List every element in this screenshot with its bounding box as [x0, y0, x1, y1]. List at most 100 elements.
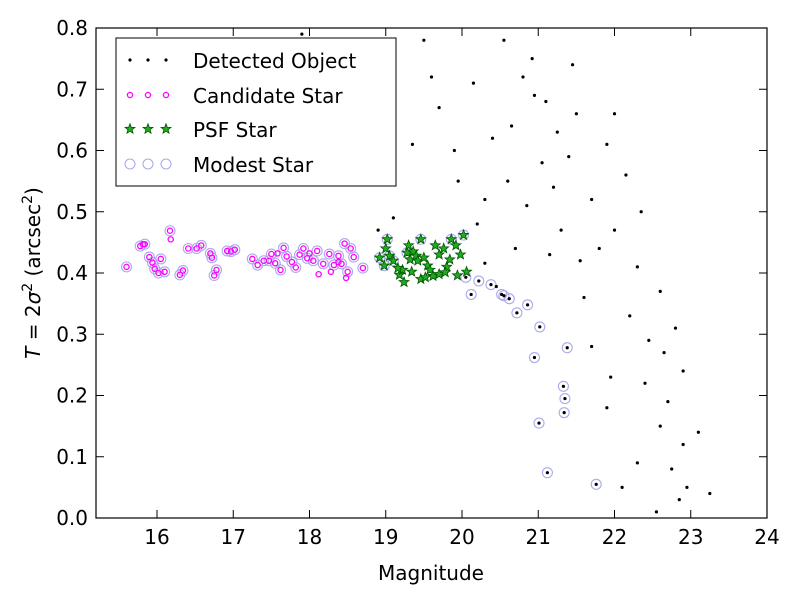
legend-box: [115, 37, 397, 187]
detected-point: [561, 384, 566, 388]
detected-point: [490, 136, 495, 140]
modest-point: [511, 307, 523, 319]
psf-point: [449, 239, 462, 251]
candidate-point: [347, 245, 354, 252]
candidate-point: [249, 255, 256, 263]
modest-point: [485, 279, 497, 291]
psf-point: [398, 275, 411, 288]
detected-point: [477, 279, 481, 283]
x-tick-label: 24: [754, 525, 779, 549]
modest-point: [258, 255, 270, 267]
modest-point: [159, 266, 171, 278]
psf-point: [381, 232, 394, 245]
detected-point: [681, 369, 685, 373]
detected-point: [658, 289, 662, 293]
psf-point: [391, 261, 404, 274]
psf-point: [437, 242, 450, 254]
legend-marker-detected: [128, 58, 132, 62]
candidate-point: [167, 236, 174, 243]
detected-point: [545, 471, 550, 475]
candidate-point: [292, 264, 300, 271]
candidate-point: [123, 263, 130, 271]
candidate-point: [277, 266, 284, 274]
axis-ticks: 16 17 18 19 20 21 22 23 24 0.0 0.1 0.2 0.3 0.4 0.5 0.6 0…: [56, 16, 780, 549]
legend-marker-psf: [141, 122, 155, 135]
x-tick-label: 23: [678, 525, 703, 549]
modest-point: [182, 242, 194, 255]
legend-label-candidate: Candidate Star: [193, 84, 343, 108]
detected-point: [555, 130, 559, 134]
legend-label-psf: PSF Star: [193, 118, 277, 142]
detected-point: [605, 406, 609, 410]
detected-point: [464, 275, 468, 279]
y-axis-label-part: 2: [20, 283, 36, 292]
psf-point: [443, 253, 456, 265]
psf-point: [373, 251, 386, 263]
modest-point: [498, 290, 510, 302]
candidate-point: [315, 270, 322, 278]
x-tick-label: 22: [602, 525, 627, 549]
candidate-point: [149, 259, 156, 266]
detected-point: [422, 38, 426, 42]
detected-point: [708, 491, 712, 496]
legend-marker-candidate: [162, 91, 170, 99]
legend-marker-candidate: [126, 91, 134, 99]
detected-point: [532, 93, 537, 97]
candidate-point: [166, 227, 174, 234]
detected-point: [548, 253, 552, 257]
modest-point: [522, 299, 534, 311]
modest-point: [155, 253, 167, 265]
detected-point: [670, 467, 674, 471]
psf-point: [454, 248, 467, 260]
modest-point: [139, 238, 151, 250]
detected-point: [620, 485, 624, 489]
legend-marker-psf: [159, 122, 173, 135]
detected-point: [489, 283, 493, 287]
y-tick-label: 0.6: [56, 139, 88, 163]
detected-point: [612, 228, 617, 232]
candidate-point: [330, 261, 338, 269]
candidate-point: [176, 271, 184, 279]
candidate-point: [280, 244, 287, 252]
legend-marker-psf: [123, 122, 137, 135]
psf-point: [379, 242, 392, 254]
modest-point: [120, 261, 133, 273]
candidate-point: [151, 265, 158, 272]
detected-point: [647, 338, 651, 342]
candidate-point: [327, 268, 335, 276]
legend-marker-modest: [124, 158, 136, 170]
detected-point: [635, 265, 639, 269]
candidate-point: [254, 261, 261, 269]
candidate-point: [140, 240, 147, 248]
modest-point: [290, 261, 302, 274]
detected-point: [502, 38, 506, 42]
candidate-point: [306, 250, 313, 257]
candidate-point: [231, 246, 239, 253]
modest-point: [533, 417, 545, 429]
candidate-point: [341, 240, 348, 247]
y-tick-label: 0.8: [56, 16, 88, 40]
psf-point: [433, 248, 446, 260]
legend: Detected Object Candidate Star PSF Star Mod…: [115, 37, 397, 187]
candidate-point: [313, 247, 321, 255]
psf-point: [460, 265, 473, 277]
detected-point: [494, 284, 498, 289]
psf-point: [405, 265, 418, 277]
detected-point: [639, 210, 643, 214]
detected-point: [563, 396, 567, 401]
psf-point: [417, 251, 430, 263]
psf-point: [439, 266, 452, 278]
candidate-point: [335, 258, 342, 266]
psf-point: [414, 232, 427, 245]
detected-point: [540, 161, 544, 165]
detected-point: [666, 400, 670, 404]
candidate-point: [268, 250, 275, 258]
modest-point: [558, 407, 570, 419]
detected-point: [391, 216, 395, 220]
psf-point: [440, 260, 453, 272]
legend-label-detected: Detected Object: [193, 49, 356, 73]
detected-point: [525, 303, 530, 307]
candidate-point: [350, 253, 357, 261]
detected-point: [624, 173, 628, 177]
candidate-point: [213, 266, 220, 274]
